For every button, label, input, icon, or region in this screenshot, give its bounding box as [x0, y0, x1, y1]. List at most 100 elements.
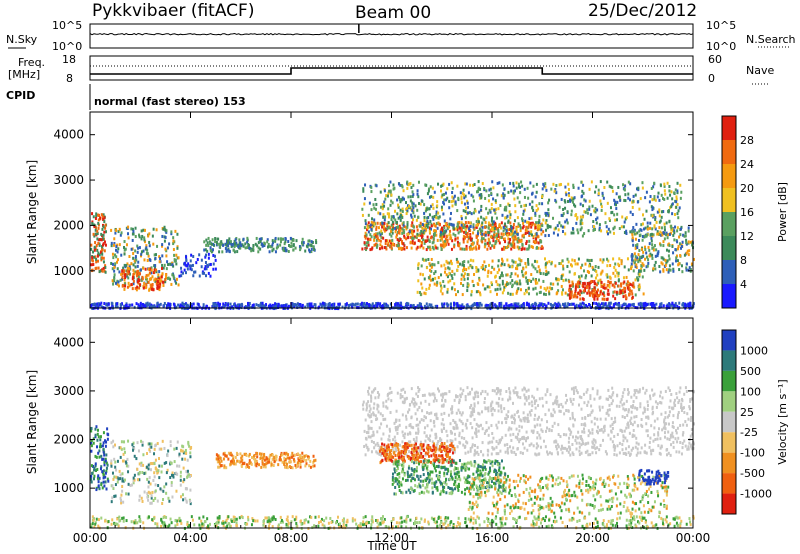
echo-cell	[566, 210, 569, 214]
echo-cell	[173, 253, 176, 257]
echo-cell	[574, 289, 577, 293]
echo-cell	[494, 200, 497, 204]
echo-cell	[132, 273, 135, 277]
echo-cell	[572, 231, 575, 235]
echo-cell	[582, 285, 585, 289]
echo-cell	[104, 270, 107, 274]
echo-cell	[201, 522, 204, 526]
echo-cell	[633, 518, 636, 522]
echo-cell	[175, 262, 178, 266]
echo-cell	[457, 260, 460, 264]
echo-cell	[138, 462, 141, 466]
echo-cell	[608, 285, 611, 289]
echo-cell	[442, 182, 445, 186]
echo-cell	[608, 218, 611, 222]
echo-cell	[544, 263, 547, 267]
echo-cell	[690, 243, 693, 247]
echo-cell	[568, 194, 571, 198]
echo-cell	[471, 279, 474, 283]
echo-cell	[437, 182, 440, 186]
echo-cell	[198, 274, 201, 278]
echo-cell	[439, 243, 442, 247]
echo-cell	[679, 233, 682, 237]
echo-cell	[364, 183, 367, 187]
echo-cell	[531, 245, 534, 249]
echo-cell	[401, 207, 404, 211]
echo-cell	[651, 246, 654, 250]
echo-cell	[399, 214, 402, 218]
echo-cell	[590, 280, 593, 284]
echo-cell	[398, 239, 401, 243]
echo-cell	[611, 518, 614, 522]
echo-cell	[423, 304, 426, 308]
echo-cell	[150, 305, 153, 309]
echo-cell	[92, 437, 95, 441]
echo-cell	[492, 228, 495, 232]
echo-cell	[134, 521, 137, 525]
echo-cell	[151, 234, 154, 238]
echo-cell	[375, 304, 378, 308]
echo-cell	[675, 521, 678, 525]
echo-cell	[411, 233, 414, 237]
echo-cell	[247, 242, 250, 246]
echo-cell	[94, 454, 97, 458]
echo-cell	[507, 237, 510, 241]
echo-cell	[628, 198, 631, 202]
echo-cell	[651, 214, 654, 218]
echo-cell	[101, 227, 104, 231]
echo-cell	[596, 521, 599, 525]
echo-cell	[567, 182, 570, 186]
echo-cell	[454, 202, 457, 206]
echo-cell	[519, 226, 522, 230]
echo-cell	[382, 215, 385, 219]
echo-cell	[502, 245, 505, 249]
echo-cell	[556, 291, 559, 295]
echo-cell	[147, 234, 150, 238]
echo-cell	[448, 261, 451, 265]
echo-cell	[438, 215, 441, 219]
echo-cell	[385, 194, 388, 198]
echo-cell	[687, 240, 690, 244]
echo-cell	[154, 256, 157, 260]
echo-cell	[489, 290, 492, 294]
echo-cell	[123, 304, 126, 308]
echo-cell	[204, 265, 207, 269]
echo-cell	[466, 199, 469, 203]
echo-cell	[639, 233, 642, 237]
echo-cell	[516, 274, 519, 278]
echo-cell	[680, 225, 683, 229]
echo-cell	[439, 289, 442, 293]
echo-cell	[150, 271, 153, 275]
echo-cell	[359, 525, 362, 529]
echo-cell	[102, 441, 105, 445]
echo-cell	[101, 245, 104, 249]
echo-cell	[536, 281, 539, 285]
echo-cell	[516, 264, 519, 268]
echo-cell	[564, 206, 567, 210]
echo-cell	[676, 229, 679, 233]
echo-cell	[635, 266, 638, 270]
echo-cell	[670, 205, 673, 209]
echo-cell	[548, 290, 551, 294]
echo-cell	[512, 241, 515, 245]
echo-cell	[628, 519, 631, 523]
echo-cell	[174, 518, 177, 522]
echo-cell	[226, 517, 229, 521]
echo-cell	[575, 221, 578, 225]
echo-cell	[432, 217, 435, 221]
echo-cell	[185, 255, 188, 259]
echo-cell	[469, 246, 472, 250]
echo-cell	[467, 221, 470, 225]
echo-cell	[632, 269, 635, 273]
echo-cell	[406, 225, 409, 229]
echo-cell	[126, 262, 129, 266]
echo-cell	[532, 304, 535, 308]
echo-cell	[601, 260, 604, 264]
echo-cell	[235, 517, 238, 521]
echo-cell	[664, 233, 667, 237]
echo-cell	[130, 283, 133, 287]
echo-cell	[113, 269, 116, 273]
echo-cell	[180, 270, 183, 274]
echo-cell	[378, 238, 381, 242]
